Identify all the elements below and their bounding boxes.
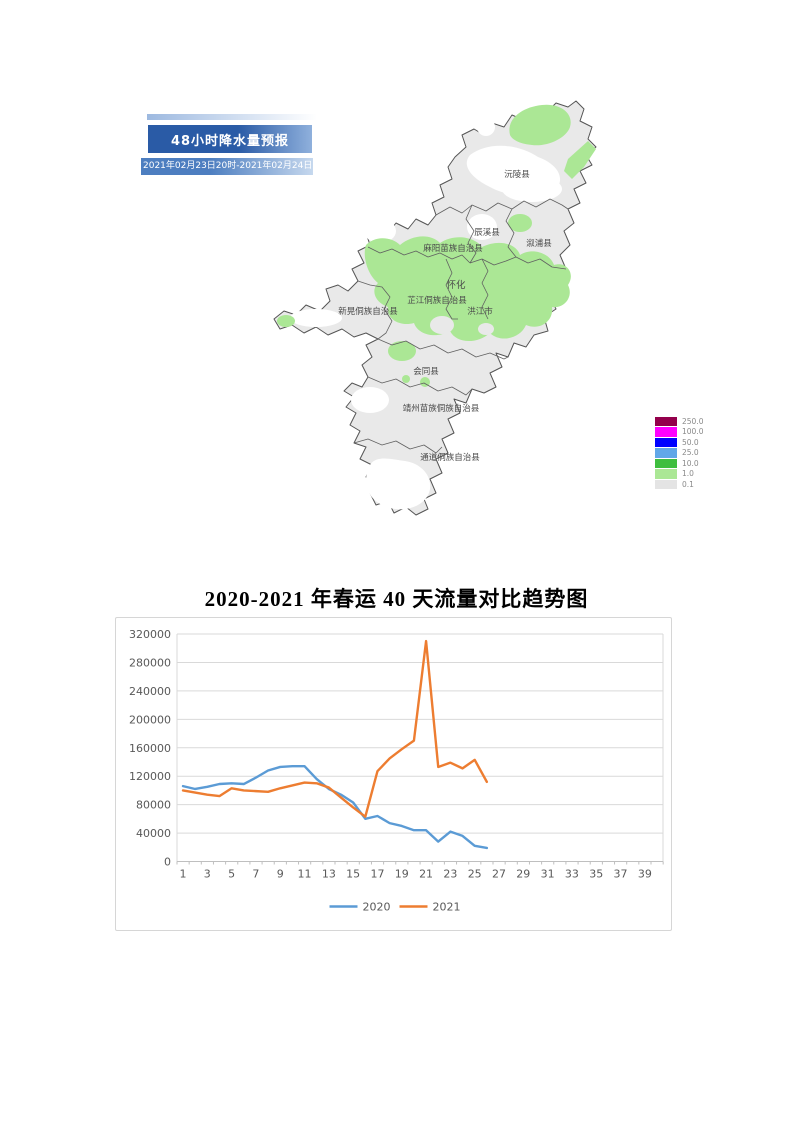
x-axis-label: 3 (204, 868, 211, 881)
x-axis-label: 35 (589, 868, 603, 881)
map-label-huaihua: 怀化 (446, 279, 466, 291)
chart-title: 2020-2021 年春运 40 天流量对比趋势图 (204, 587, 589, 611)
map-legend-swatch (655, 437, 677, 447)
precipitation-map: 沅陵县 辰溪县 溆浦县 麻阳苗族自治县 怀化 芷江侗族自治县 洪江市 新晃侗族自… (273, 100, 597, 516)
map-dry-patches (290, 118, 562, 510)
x-axis-label: 19 (395, 868, 409, 881)
map-label-jingzhou: 靖州苗族侗族自治县 (403, 403, 480, 414)
y-axis-label: 80000 (136, 799, 171, 812)
map-legend-item: 100.0 (655, 427, 703, 438)
map-label-mayang: 麻阳苗族自治县 (423, 243, 483, 254)
traffic-chart: 0 40000 80000 120000 160000 200000 240000 28000… (115, 617, 672, 931)
map-legend-value: 10.0 (682, 458, 699, 468)
map-gray-holes (430, 316, 494, 335)
map-legend-item: 25.0 (655, 448, 703, 459)
x-axis-label: 21 (419, 868, 433, 881)
series-line-2021 (181, 639, 489, 818)
map-legend-swatch (655, 479, 677, 489)
map-legend-swatch (655, 448, 677, 458)
map-legend-item: 50.0 (655, 437, 703, 448)
x-axis-label: 33 (565, 868, 579, 881)
map-legend-value: 1.0 (682, 469, 694, 479)
x-axis-label: 1 (180, 868, 187, 881)
map-legend-item: 0.1 (655, 479, 703, 490)
map-label-xupu: 溆浦县 (526, 238, 552, 249)
x-axis-label: 27 (492, 868, 506, 881)
map-rain-patches (277, 104, 596, 387)
map-legend-item: 10.0 (655, 458, 703, 469)
x-axis-label: 7 (252, 868, 259, 881)
map-label-yuanling: 沅陵县 (504, 169, 530, 180)
x-axis-label: 17 (370, 868, 384, 881)
y-axis-label: 0 (164, 856, 171, 869)
map-legend-swatch (655, 427, 677, 437)
map-banner-daterange: 2021年02月23日20时-2021年02月24日20时 (141, 158, 333, 175)
map-legend-value: 250.0 (682, 416, 704, 426)
map-legend-value: 50.0 (682, 437, 699, 447)
map-legend-item: 1.0 (655, 469, 703, 480)
x-axis-label: 37 (614, 868, 628, 881)
map-legend-swatch (655, 469, 677, 479)
map-label-hongjiang: 洪江市 (467, 306, 493, 317)
map-legend-swatch (655, 416, 677, 426)
x-axis-label: 9 (277, 868, 284, 881)
y-axis-label: 160000 (129, 742, 171, 755)
banner-accent-strip (147, 114, 317, 120)
map-label-xinhuang: 新晃侗族自治县 (338, 306, 398, 317)
map-label-tongdao: 通道侗族自治县 (420, 452, 480, 463)
y-axis-label: 120000 (129, 770, 171, 783)
legend-label-2021: 2021 (433, 901, 461, 914)
map-legend: 250.0 100.0 50.0 25.0 10.0 1.0 0.1 (655, 416, 703, 490)
map-label-huitong: 会同县 (413, 366, 439, 377)
legend-label-2020: 2020 (363, 901, 391, 914)
map-legend-item: 250.0 (655, 416, 703, 427)
x-axis-label: 13 (322, 868, 336, 881)
y-axis-label: 40000 (136, 827, 171, 840)
map-label-chenxi: 辰溪县 (474, 227, 500, 238)
y-axis-label: 320000 (129, 628, 171, 641)
x-axis-label: 15 (346, 868, 360, 881)
y-axis-label: 200000 (129, 713, 171, 726)
y-axis-label: 280000 (129, 656, 171, 669)
map-legend-value: 0.1 (682, 479, 694, 489)
map-banner-title: 48小时降水量预报 (148, 125, 312, 153)
series-line-2020 (181, 765, 489, 850)
x-axis-label: 29 (516, 868, 530, 881)
county-boundaries (353, 198, 569, 454)
map-label-zhijiang: 芷江侗族自治县 (407, 295, 467, 306)
y-axis-label: 240000 (129, 685, 171, 698)
traffic-chart-canvas: 0 40000 80000 120000 160000 200000 240000 28000… (129, 628, 664, 914)
map-legend-value: 25.0 (682, 448, 699, 458)
x-axis-label: 25 (468, 868, 482, 881)
map-legend-swatch (655, 458, 677, 468)
x-axis-label: 23 (443, 868, 457, 881)
x-axis-label: 5 (228, 868, 235, 881)
x-axis-label: 39 (638, 868, 652, 881)
x-axis-label: 31 (541, 868, 555, 881)
map-legend-value: 100.0 (682, 427, 704, 437)
x-axis-label: 11 (298, 868, 312, 881)
